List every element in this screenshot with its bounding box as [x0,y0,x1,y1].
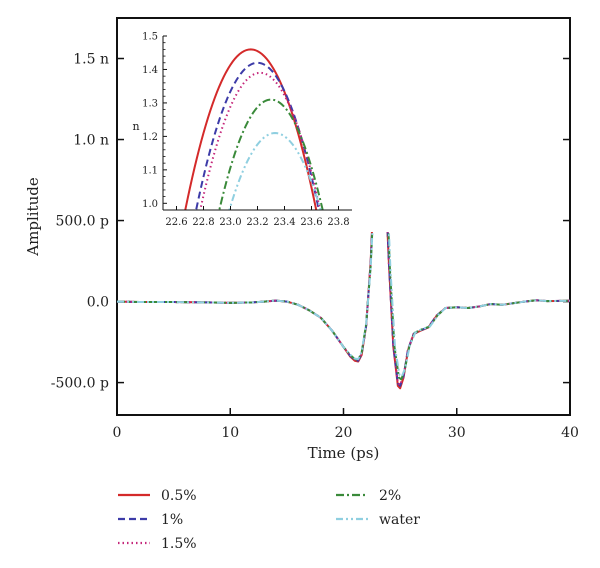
inset-y-tick-label: 1.1 [142,165,158,176]
inset-x-tick-label: 22.8 [192,217,214,228]
inset-series-line-2 [218,98,324,210]
legend-label-15: 1.5% [161,536,197,552]
x-tick-label: 30 [448,425,466,441]
inset-y-tick-label: 1.4 [142,65,158,76]
inset-y-axis-title: n [132,120,139,133]
y-tick-label: 1.0 n [73,133,109,149]
y-tick-label: -500.0 p [51,376,109,392]
legend-label-05: 0.5% [161,488,197,504]
legend-label-2: 2% [379,488,401,504]
inset-series-line-05 [184,48,318,210]
inset-x-tick-label: 23.6 [300,217,322,228]
inset-x-tick-label: 23.0 [219,217,241,228]
inset-background [129,30,544,232]
series-line-1 [116,70,571,387]
inset-x-tick-label: 23.8 [327,217,349,228]
inset-x-tick-label: 23.4 [273,217,295,228]
inset-y-tick-label: 1.3 [142,98,158,109]
series-line-water [116,91,571,378]
x-tick-label: 40 [561,425,579,441]
y-tick-label: 0.0 [87,295,109,311]
x-axis-title: Time (ps) [308,444,380,462]
y-tick-label: 500.0 p [56,214,110,230]
inset-series-line-water [228,132,322,210]
y-tick-label: 1.5 n [73,52,109,68]
legend-label-1: 1% [161,512,183,528]
x-tick-label: 10 [221,425,239,441]
inset-x-tick-label: 22.6 [165,217,187,228]
inset-y-tick-label: 1.5 [142,32,158,43]
main-plot: 0 10 20 30 40 1.5 n 1.0 n 500.0 p 0.0 -500.0 p Tim… [24,17,579,462]
y-axis-title: Amplitude [24,177,42,257]
legend: 0.5% 1% 1.5% 2% water [118,488,420,552]
inset-series-line-1 [195,61,320,210]
x-tick-label: 0 [113,425,122,441]
inset-y-tick-label: 1.2 [142,132,158,143]
inset-plot: 22.6 22.8 23.0 23.2 23.4 23.6 23.8 1.0 1.1 1.2 1.3… [129,30,544,232]
inset-y-tick-label: 1.0 [142,199,158,210]
legend-label-water: water [379,512,420,528]
inset-curves [184,48,324,210]
x-tick-label: 20 [335,425,353,441]
inset-x-tick-label: 23.2 [246,217,268,228]
